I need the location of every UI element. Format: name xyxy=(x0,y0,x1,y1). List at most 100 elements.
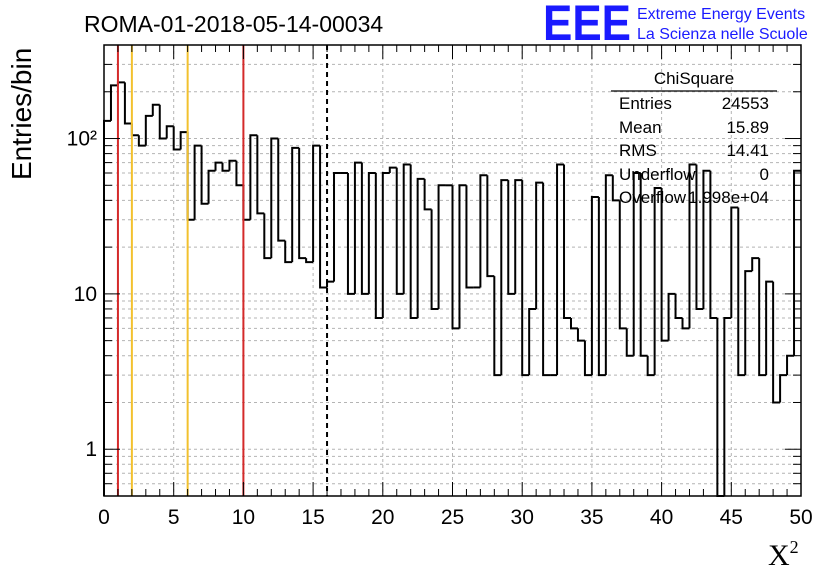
reference-lines xyxy=(116,45,329,496)
histogram-bin xyxy=(458,184,467,329)
histogram-bin xyxy=(165,125,174,139)
x-tick-label: 45 xyxy=(720,506,743,529)
histogram-bin xyxy=(277,138,286,242)
histogram-bin xyxy=(597,197,606,377)
histogram-bin xyxy=(367,171,376,294)
histogram-bin xyxy=(388,166,397,173)
histogram-bin xyxy=(639,172,648,357)
histogram-bin xyxy=(360,162,369,295)
histogram-bin xyxy=(333,171,341,282)
histogram xyxy=(103,81,801,497)
histogram-bin xyxy=(263,213,272,260)
histogram-bin xyxy=(228,159,237,171)
histogram-bin xyxy=(116,81,125,86)
histogram-bin xyxy=(604,174,613,376)
histogram-bin xyxy=(542,182,551,377)
histogram-bin xyxy=(779,374,788,403)
run-title: ROMA-01-2018-05-14-00034 xyxy=(84,11,383,37)
histogram-bin xyxy=(312,144,321,263)
histogram-bin xyxy=(381,171,390,318)
stats-value-underflow: 0 xyxy=(760,165,769,184)
histogram-bin xyxy=(563,164,571,319)
stats-label-mean: Mean xyxy=(619,118,662,137)
x-tick-label: 30 xyxy=(511,506,534,529)
histogram-bin xyxy=(137,135,146,147)
histogram-bin xyxy=(660,188,669,342)
histogram-bin xyxy=(270,137,279,259)
histogram-bin xyxy=(430,209,439,310)
histogram-bin xyxy=(758,258,767,377)
stats-label-underflow: Underflow xyxy=(619,165,696,184)
x-axis-label-superscript: 2 xyxy=(790,537,799,557)
histogram-bin xyxy=(590,196,599,376)
histogram-bin xyxy=(130,123,139,137)
histogram-bin xyxy=(214,161,223,171)
histogram-bin xyxy=(737,207,746,377)
histogram-bin xyxy=(353,161,362,294)
y-tick-label: 10 xyxy=(74,283,97,306)
histogram-bin xyxy=(486,175,495,278)
histogram-bin xyxy=(618,200,627,330)
histogram-bin xyxy=(576,328,585,342)
stats-title: ChiSquare xyxy=(654,69,734,88)
histogram-bin xyxy=(109,84,118,121)
histogram-bin xyxy=(158,104,167,140)
histogram-bin xyxy=(632,171,641,356)
x-tick-label: 15 xyxy=(301,506,324,529)
histogram-bin xyxy=(416,177,425,318)
histogram-bin xyxy=(702,169,711,309)
x-tick-label: 5 xyxy=(168,506,180,529)
histogram-bin xyxy=(535,181,544,309)
histogram-bin xyxy=(730,206,739,318)
x-tick-label: 50 xyxy=(789,506,812,529)
histogram-bin xyxy=(395,167,404,295)
axis-ticks xyxy=(103,44,802,497)
histogram-bin xyxy=(305,258,314,264)
histogram-bin xyxy=(151,103,160,116)
histogram-bin xyxy=(500,179,509,376)
histogram-bin xyxy=(569,317,578,330)
histogram-bin xyxy=(235,160,244,187)
histogram-bin xyxy=(346,172,355,295)
histogram-bin xyxy=(674,293,683,319)
histogram-bin xyxy=(207,169,216,204)
histogram-bin xyxy=(751,257,760,272)
x-tick-label: 25 xyxy=(441,506,464,529)
stats-label-entries: Entries xyxy=(619,94,672,113)
histogram-bin xyxy=(786,354,795,376)
histogram-bin xyxy=(172,126,181,151)
histogram-bin xyxy=(695,164,704,310)
histogram-bin xyxy=(514,179,523,294)
histogram-bin xyxy=(319,145,328,289)
histogram-bin xyxy=(242,185,251,221)
stats-box: ChiSquare Entries 24553 Mean 15.89 RMS 1… xyxy=(611,69,777,207)
y-tick-label: 10² xyxy=(67,128,97,151)
histogram-bin xyxy=(291,146,300,263)
histogram-bin xyxy=(583,340,592,377)
histogram-bin xyxy=(744,270,753,376)
histogram-bin xyxy=(256,135,265,215)
histogram-bin xyxy=(688,163,697,329)
y-tick-label: 1 xyxy=(85,438,97,461)
x-axis-label: X2 xyxy=(768,537,799,572)
stats-value-rms: 14.41 xyxy=(726,141,769,160)
stats-value-entries: 24553 xyxy=(722,94,769,113)
stats-value-mean: 15.89 xyxy=(726,118,769,137)
histogram-bin xyxy=(625,328,634,357)
histogram-bin xyxy=(667,292,676,341)
histogram-bin xyxy=(144,114,153,146)
histogram-bin xyxy=(493,276,502,377)
histogram-bin xyxy=(681,317,690,330)
histogram-bin xyxy=(409,164,418,319)
histogram-bin xyxy=(284,240,293,264)
histogram-bin xyxy=(402,163,411,294)
stats-label-overflow: Overflow xyxy=(619,188,687,207)
histogram-bin xyxy=(221,162,230,172)
histogram-bin xyxy=(451,185,460,330)
x-tick-label: 0 xyxy=(98,506,110,529)
x-tick-label: 40 xyxy=(650,506,673,529)
histogram-bin xyxy=(611,175,620,202)
histogram-bin xyxy=(423,178,432,211)
histogram-bin xyxy=(521,180,530,377)
y-axis-label: Entries/bin xyxy=(6,48,37,180)
